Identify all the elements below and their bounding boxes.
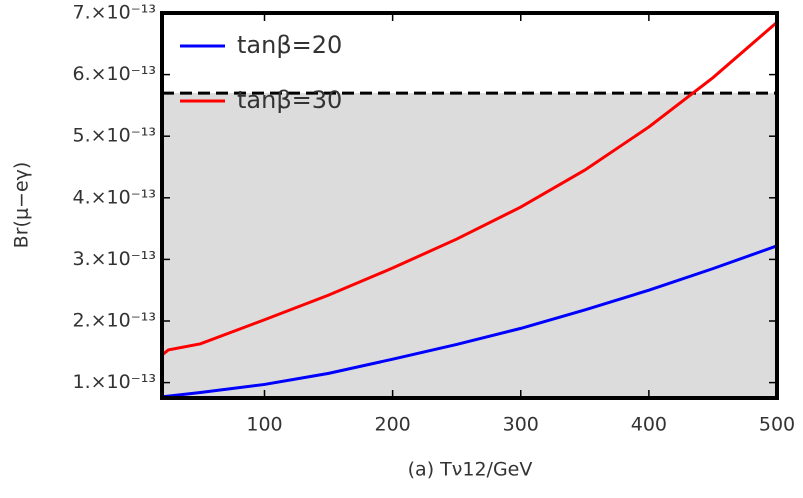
- y-tick-label: 6.×10⁻¹³: [73, 63, 157, 85]
- series-line: [161, 21, 778, 357]
- y-tick-label: 5.×10⁻¹³: [73, 125, 157, 147]
- x-tick-label: 300: [503, 414, 539, 436]
- x-tick-label: 100: [246, 414, 282, 436]
- x-axis-label: (a) Tν12/GeV: [408, 459, 533, 481]
- x-tick-label: 400: [631, 414, 667, 436]
- y-tick-label: 7.×10⁻¹³: [73, 2, 157, 24]
- y-axis-label: Br(μ−eγ): [11, 162, 33, 249]
- x-tick-label: 500: [759, 414, 795, 436]
- x-tick-label: 200: [374, 414, 410, 436]
- legend-label: tanβ=20: [237, 31, 342, 59]
- y-tick-label: 3.×10⁻¹³: [73, 248, 157, 270]
- y-tick-label: 4.×10⁻¹³: [73, 186, 157, 208]
- y-tick-label: 2.×10⁻¹³: [73, 310, 157, 332]
- series-line: [161, 244, 778, 399]
- legend-label: tanβ=30: [237, 86, 342, 114]
- plot-frame: [160, 11, 779, 400]
- allowed-region: [162, 93, 777, 398]
- y-tick-label: 1.×10⁻¹³: [73, 371, 157, 393]
